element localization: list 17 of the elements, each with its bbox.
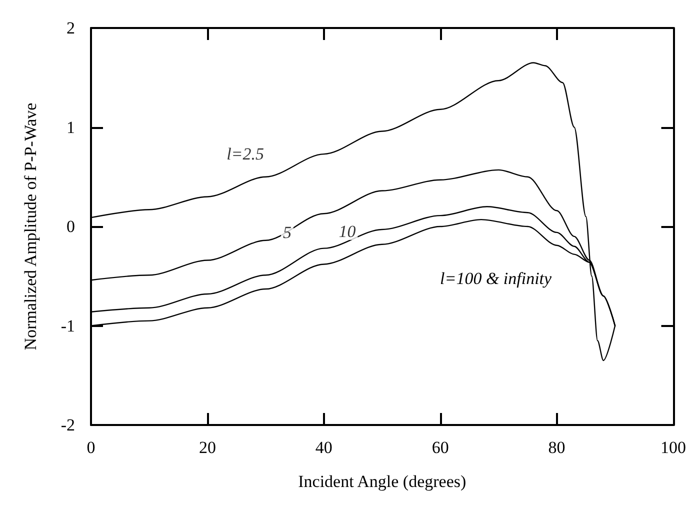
y-tick-label: 2: [66, 18, 75, 38]
y-tick-label: 0: [66, 217, 75, 236]
annotation: 10: [338, 222, 356, 241]
annotation: 5: [282, 222, 292, 242]
annotation: l=100 & infinity: [440, 269, 552, 288]
x-tick-label: 40: [315, 438, 332, 457]
y-tick-label: -2: [60, 416, 75, 434]
x-tick-label: 60: [432, 438, 449, 457]
y-tick-label: 1: [66, 118, 75, 137]
x-tick-label: 0: [86, 438, 96, 457]
y-tick-label: -1: [60, 316, 75, 336]
y-axis-title: Normalized Amplitude of P-P-Wave: [21, 102, 40, 350]
x-axis-title: Incident Angle (degrees): [298, 472, 466, 491]
x-tick-label: 20: [198, 438, 216, 457]
x-tick-label: 80: [548, 438, 566, 457]
annotation: l=2.5: [226, 144, 264, 164]
x-tick-label: 100: [660, 438, 686, 457]
